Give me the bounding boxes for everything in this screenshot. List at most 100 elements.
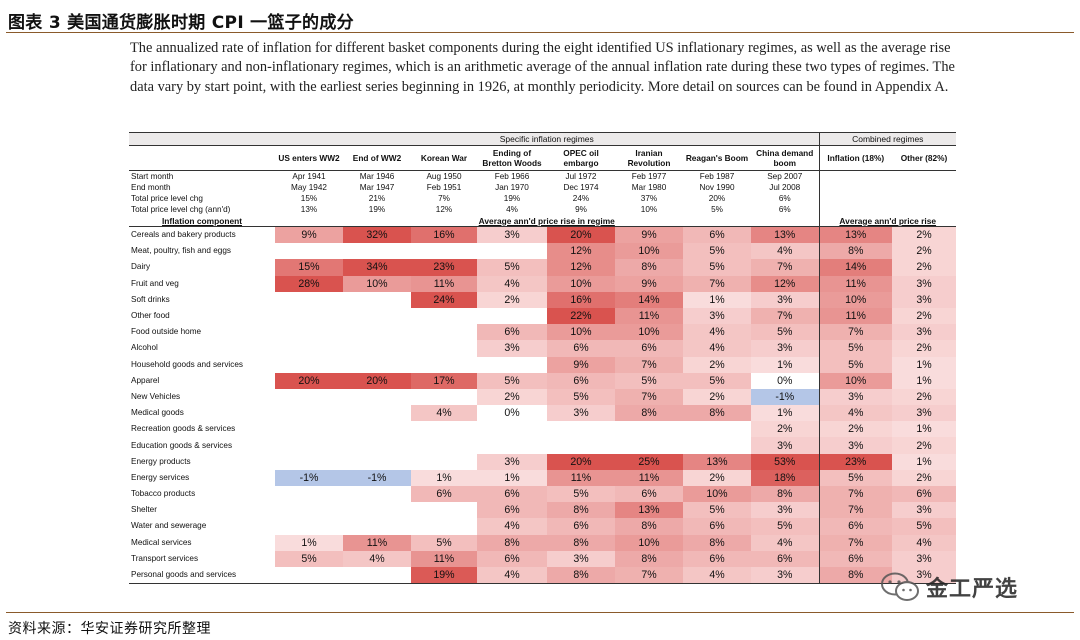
- regime-value-cell: [411, 518, 477, 534]
- regime-value-cell: 7%: [751, 259, 819, 276]
- regime-value-cell: 3%: [751, 340, 819, 357]
- regime-value-cell: 24%: [411, 291, 477, 308]
- info-cell: Jul 1972: [565, 171, 597, 181]
- combined-value-cell: 7%: [818, 502, 892, 519]
- component-row: Recreation goods & services 2% 2% 1%: [129, 421, 956, 438]
- regime-value-cell: 3%: [751, 566, 819, 585]
- regime-value-cell: 10%: [615, 243, 683, 260]
- regime-value-cell: [275, 389, 343, 405]
- combined-value-cell: 2%: [892, 259, 956, 276]
- combined-value-cell: 3%: [892, 275, 956, 292]
- regime-header: Ending of Bretton Woods: [477, 145, 547, 171]
- component-label: Personal goods and services: [129, 566, 275, 585]
- regime-value-cell: [343, 566, 411, 585]
- info-row-label: Total price level chg: [131, 193, 203, 203]
- regime-value-cell: [343, 421, 411, 437]
- combined-value-cell: 7%: [818, 534, 892, 551]
- combined-value-cell: 4%: [892, 534, 956, 551]
- component-row: Dairy 15% 34% 23% 5% 12% 8% 5% 7% 14% 2%: [129, 259, 956, 276]
- regime-value-cell: 20%: [547, 226, 615, 244]
- regime-value-cell: 20%: [275, 372, 343, 389]
- regime-value-cell: [477, 308, 547, 324]
- inflation-heatmap-table: Specific inflation regimes Combined regim…: [129, 132, 956, 585]
- regime-value-cell: [275, 518, 343, 534]
- component-label: Apparel: [131, 375, 160, 385]
- regime-value-cell: 10%: [615, 324, 683, 341]
- regime-value-cell: [411, 357, 477, 373]
- regime-value-cell: [275, 292, 343, 308]
- regime-value-cell: 14%: [615, 291, 683, 308]
- regime-header: Iranian Revolution: [615, 145, 683, 171]
- figure-title: 图表 3 美国通货膨胀时期 CPI 一篮子的成分: [8, 13, 354, 33]
- regime-value-cell: 20%: [547, 453, 615, 470]
- section-mid-label: Average ann'd price rise in regime: [275, 215, 819, 227]
- regime-value-cell: [275, 566, 343, 585]
- regime-value-cell: 5%: [477, 259, 547, 276]
- regime-value-cell: [411, 454, 477, 470]
- regime-value-cell: [411, 324, 477, 340]
- regime-value-cell: 2%: [683, 469, 751, 486]
- info-cell: Dec 1974: [563, 182, 599, 192]
- info-cell: Feb 1966: [494, 171, 530, 181]
- regime-value-cell: 1%: [477, 469, 547, 486]
- info-cell: 12%: [435, 204, 453, 214]
- info-cell: 19%: [503, 193, 521, 203]
- regime-value-cell: [343, 324, 411, 340]
- combined-value-cell: 5%: [818, 340, 892, 357]
- regime-value-cell: 10%: [683, 486, 751, 503]
- regime-value-cell: 3%: [547, 405, 615, 422]
- regime-value-cell: 11%: [615, 469, 683, 486]
- combined-value-cell: 8%: [818, 243, 892, 260]
- combined-value-cell: 5%: [818, 356, 892, 373]
- regime-value-cell: 11%: [343, 534, 411, 551]
- regime-header: Reagan's Boom: [683, 145, 751, 171]
- component-label: New Vehicles: [131, 391, 181, 401]
- component-label: Transport services: [131, 553, 199, 563]
- component-label: Alcohol: [131, 343, 158, 353]
- info-cell: 6%: [778, 204, 791, 214]
- regime-value-cell: 2%: [477, 291, 547, 308]
- combined-value-cell: 2%: [892, 243, 956, 260]
- source-note: 资料来源：华安证券研究所整理: [8, 621, 211, 637]
- regime-value-cell: 8%: [615, 518, 683, 535]
- regime-value-cell: [683, 437, 751, 453]
- regime-value-cell: 8%: [683, 405, 751, 422]
- info-cell: Feb 1977: [631, 171, 667, 181]
- info-cell: 24%: [572, 193, 590, 203]
- combined-value-cell: 23%: [818, 453, 892, 470]
- regime-value-cell: 2%: [683, 356, 751, 373]
- component-row: Water and sewerage 4% 6% 8% 6% 5% 6% 5%: [129, 518, 956, 535]
- component-row: Food outside home 6% 10% 10% 4% 5% 7% 3%: [129, 324, 956, 341]
- wechat-watermark: 金工严选: [880, 567, 1018, 607]
- wechat-icon: [881, 572, 919, 601]
- component-label: Household goods and services: [131, 359, 243, 369]
- regime-value-cell: [547, 437, 615, 453]
- info-row: Start month Apr 1941 Mar 1946 Aug 1950 Feb 1…: [129, 170, 956, 182]
- regime-value-cell: 34%: [343, 259, 411, 276]
- component-row: Shelter 6% 8% 13% 5% 3% 7% 3%: [129, 502, 956, 519]
- regime-value-cell: 16%: [411, 226, 477, 244]
- info-cell: 9%: [575, 204, 587, 214]
- regime-value-cell: [275, 421, 343, 437]
- info-cell: Mar 1946: [359, 171, 395, 181]
- regime-value-cell: [275, 243, 343, 259]
- regime-value-cell: 16%: [547, 291, 615, 308]
- figure-description: The annualized rate of inflation for dif…: [130, 40, 955, 95]
- info-cell: Jul 2008: [769, 182, 801, 192]
- regime-value-cell: 2%: [751, 421, 819, 438]
- regime-value-cell: 4%: [343, 550, 411, 567]
- regime-value-cell: 4%: [751, 243, 819, 260]
- combined-value-cell: 3%: [818, 437, 892, 454]
- regime-header-blank: [129, 145, 275, 171]
- regime-value-cell: [275, 357, 343, 373]
- regime-value-cell: [343, 454, 411, 470]
- info-row: End month May 1942 Mar 1947 Feb 1951 Jan 197…: [129, 182, 956, 193]
- info-cell: Nov 1990: [699, 182, 735, 192]
- component-row: Personal goods and services 19% 4% 8% 7% 4% 3%…: [129, 566, 956, 585]
- regime-value-cell: 3%: [683, 307, 751, 325]
- regime-value-cell: [275, 324, 343, 340]
- regime-value-cell: [275, 437, 343, 453]
- regime-value-cell: [343, 405, 411, 421]
- regime-header: Korean War: [411, 145, 477, 171]
- info-cell: Aug 1950: [426, 171, 462, 181]
